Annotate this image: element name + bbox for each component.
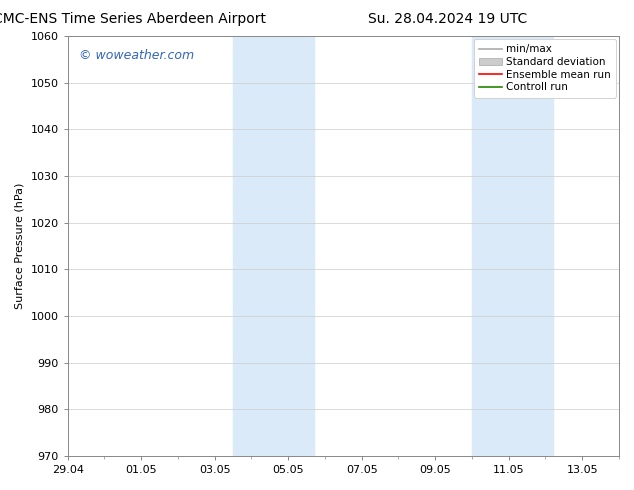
Legend: min/max, Standard deviation, Ensemble mean run, Controll run: min/max, Standard deviation, Ensemble me… bbox=[474, 39, 616, 98]
Y-axis label: Surface Pressure (hPa): Surface Pressure (hPa) bbox=[15, 183, 25, 309]
Text: © woweather.com: © woweather.com bbox=[79, 49, 194, 62]
Text: CMC-ENS Time Series Aberdeen Airport: CMC-ENS Time Series Aberdeen Airport bbox=[0, 12, 266, 26]
Text: Su. 28.04.2024 19 UTC: Su. 28.04.2024 19 UTC bbox=[368, 12, 527, 26]
Bar bbox=[472, 36, 553, 456]
Bar bbox=[233, 36, 314, 456]
